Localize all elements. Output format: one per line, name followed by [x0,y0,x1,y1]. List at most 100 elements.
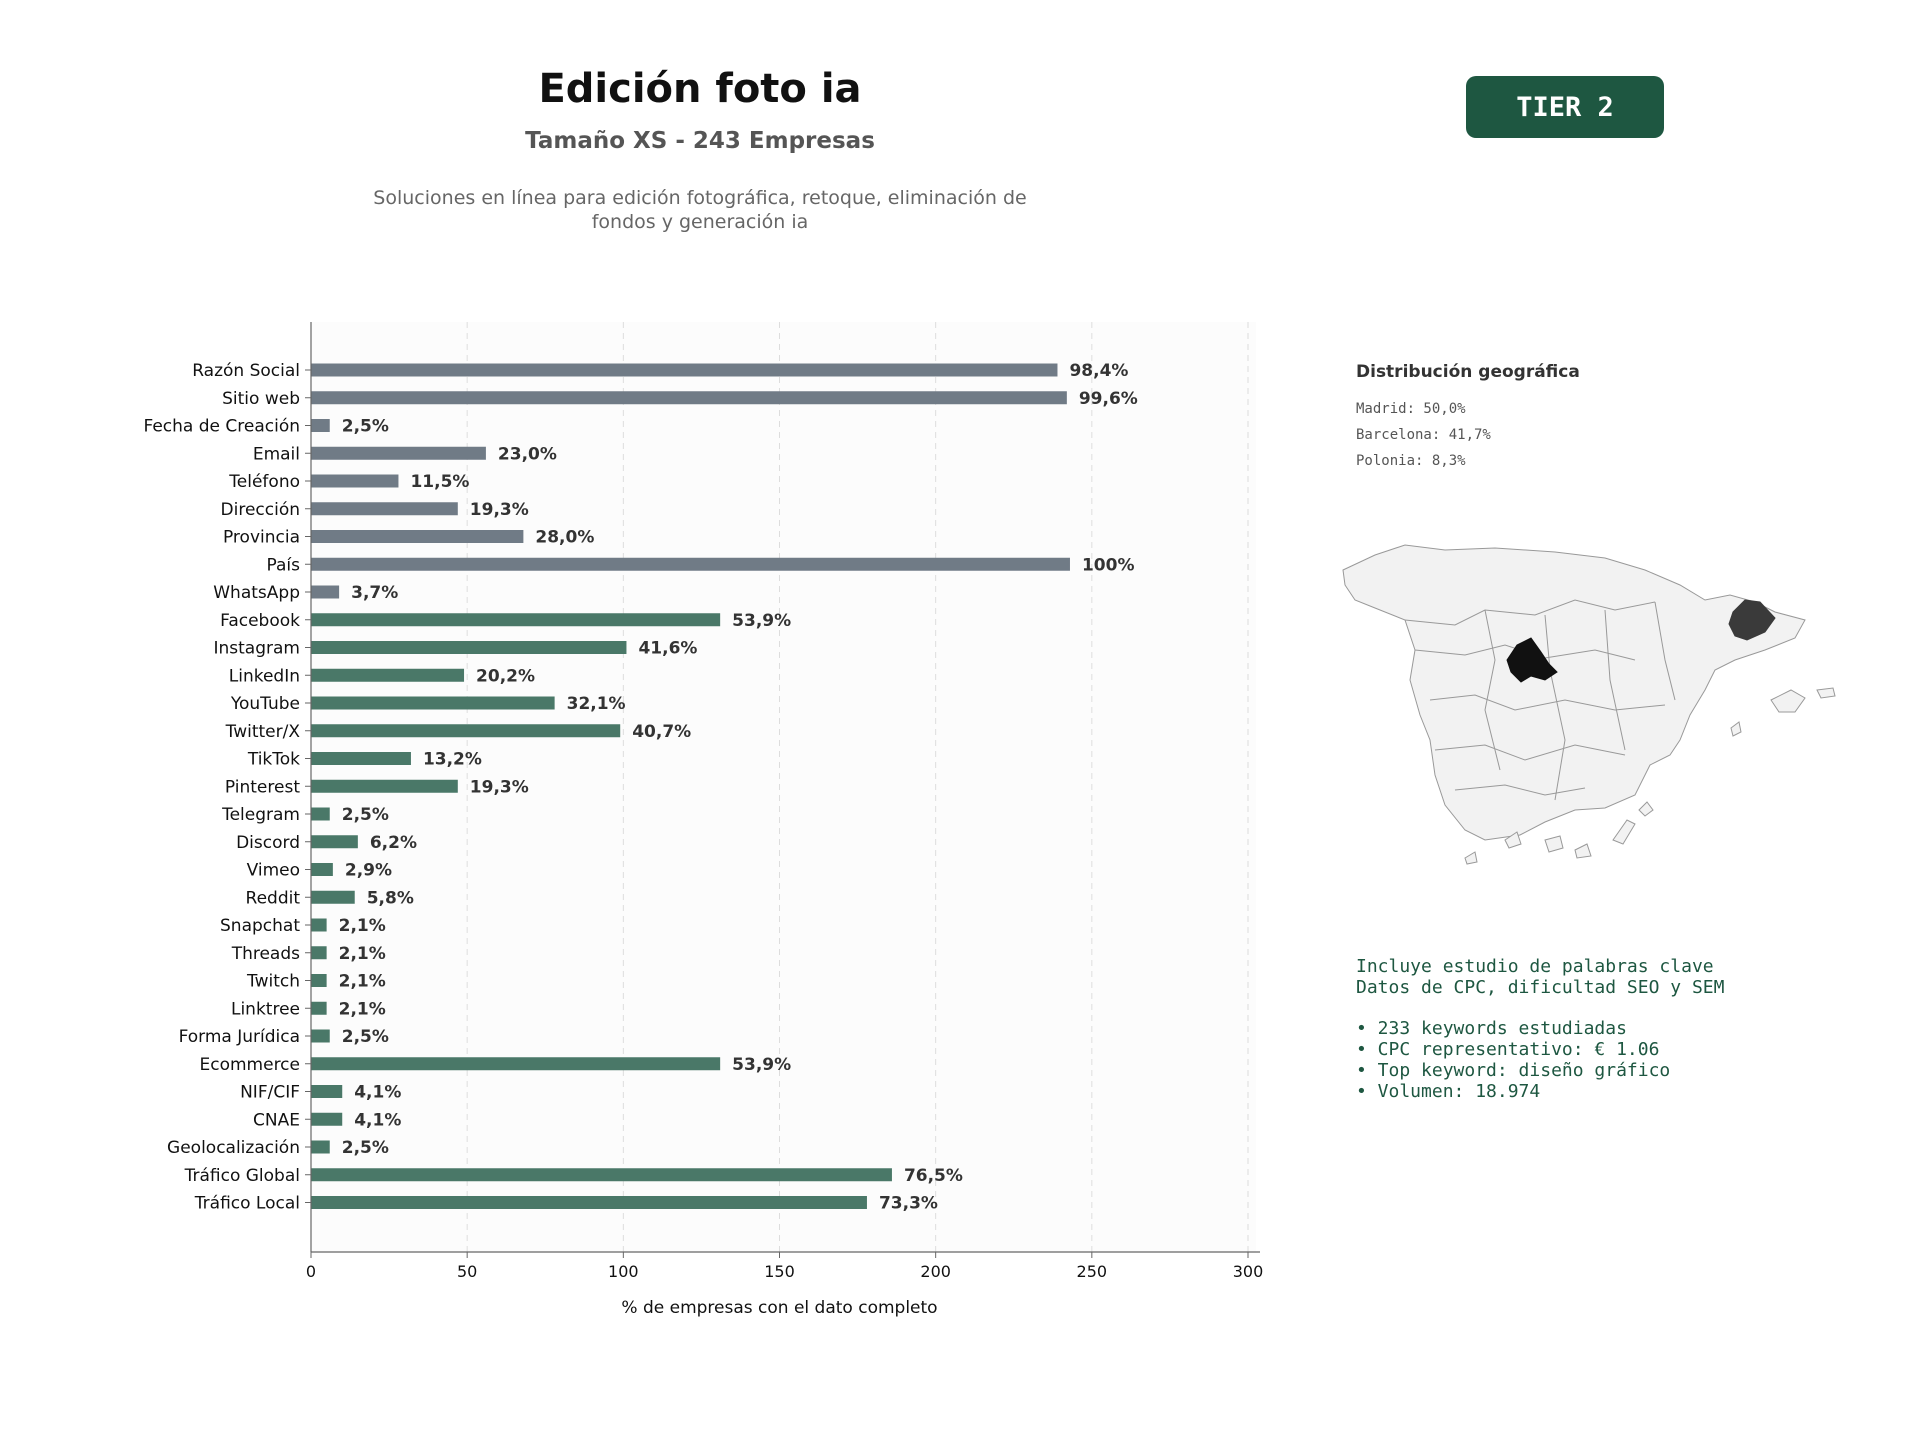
keywords-item: • CPC representativo: € 1.06 [1356,1039,1660,1060]
map-barcelona [1728,599,1776,641]
bar [311,724,621,738]
map-canary-2 [1544,835,1564,853]
category-label: Linktree [231,999,300,1019]
category-label: Twitter/X [225,722,301,742]
bar [311,474,399,488]
x-tick-label: 200 [920,1262,951,1281]
geo-title: Distribución geográfica [1356,362,1580,382]
plot-area [311,322,1256,1252]
spain-provinces-map-icon [1342,544,1836,865]
geo-item-barcelona: Barcelona: 41,7% [1356,427,1491,443]
bar [311,1196,867,1209]
map-madrid [1506,637,1558,683]
bar [311,668,465,682]
category-label: Razón Social [192,361,300,381]
category-label: Reddit [246,888,301,908]
map-canary-3 [1574,843,1592,859]
page-description: Soluciones en línea para edición fotográ… [373,187,1027,233]
category-label: NIF/CIF [240,1083,300,1103]
keywords-intro-line: Datos de CPC, dificultad SEO y SEM [1356,977,1725,998]
bar [311,779,458,793]
bar-chart: Razón Social 98,4% Sitio web 99,6% Fecha de … [143,322,1263,1318]
keywords-item: • 233 keywords estudiadas [1356,1018,1627,1039]
page-title: Edición foto ia [538,66,862,112]
bar [311,641,627,654]
category-label: CNAE [253,1110,300,1130]
category-label: Threads [231,944,300,964]
map-canary-5 [1638,801,1654,817]
x-axis-label: % de empresas con el dato completo [621,1298,937,1318]
bar [311,863,333,876]
bar [311,530,524,543]
bar [311,1085,343,1098]
bar [311,613,721,627]
category-label: Sitio web [222,389,300,409]
data-label: 6,2% [370,833,417,853]
category-label: Geolocalización [167,1138,300,1158]
data-label: 2,1% [339,916,386,936]
bar [311,557,1070,571]
data-label: 4,1% [354,1083,401,1103]
data-label: 28,0% [535,528,594,548]
x-tick-label: 100 [608,1262,639,1281]
category-label: Twitch [246,972,300,992]
category-label: Teléfono [228,472,300,492]
category-label: Dirección [221,500,300,520]
data-label: 23,0% [498,444,557,464]
data-label: 19,3% [470,500,529,520]
geo-distribution-panel: Distribución geográfica Madrid: 50,0% Ba… [1356,362,1776,474]
x-tick-label: 0 [306,1262,316,1281]
bar [311,752,411,765]
map-canary-4 [1612,819,1636,845]
bar [311,1140,330,1154]
category-label: Vimeo [247,861,300,881]
category-label: Telegram [221,805,300,825]
data-label: 100% [1082,555,1135,575]
x-tick-label: 250 [1077,1262,1108,1281]
x-tick-label: 150 [764,1262,795,1281]
bar [311,974,327,987]
category-label: Pinterest [225,777,300,797]
category-label: Instagram [214,639,301,659]
bar [311,446,486,460]
category-label: Provincia [223,528,300,548]
bar [311,890,355,904]
data-label: 3,7% [351,583,398,603]
map-balearic-mallorca [1770,689,1806,713]
bar [311,391,1067,405]
data-label: 76,5% [904,1166,963,1186]
bar [311,502,458,516]
keywords-intro-line: Incluye estudio de palabras clave [1356,956,1714,977]
category-label: Ecommerce [200,1055,301,1075]
data-label: 2,1% [339,999,386,1019]
map-peninsula [1342,544,1806,841]
category-label: Forma Jurídica [179,1027,300,1047]
category-label: WhatsApp [213,583,300,603]
data-label: 73,3% [879,1194,938,1214]
data-label: 2,5% [342,417,389,437]
category-label: LinkedIn [229,666,300,686]
map-canary-1 [1504,831,1522,849]
data-label: 2,9% [345,861,392,881]
data-label: 19,3% [470,777,529,797]
category-label: Fecha de Creación [143,417,300,437]
tier-badge: TIER 2 [1466,76,1664,138]
keywords-item: • Top keyword: diseño gráfico [1356,1060,1671,1081]
bar [311,1168,892,1182]
bar [311,918,327,932]
bar [311,946,327,960]
data-label: 2,5% [342,1138,389,1158]
data-label: 5,8% [367,888,414,908]
page-subtitle: Tamaño XS - 243 Empresas [525,128,875,154]
data-label: 4,1% [354,1110,401,1130]
data-label: 2,1% [339,972,386,992]
category-label: Tráfico Local [194,1194,300,1214]
bar [311,835,358,849]
map-balearic-menorca [1816,687,1836,699]
data-label: 99,6% [1079,389,1138,409]
bar [311,363,1058,377]
bar [311,419,330,432]
bar [311,1112,343,1126]
bar [311,1029,330,1043]
data-label: 53,9% [732,1055,791,1075]
